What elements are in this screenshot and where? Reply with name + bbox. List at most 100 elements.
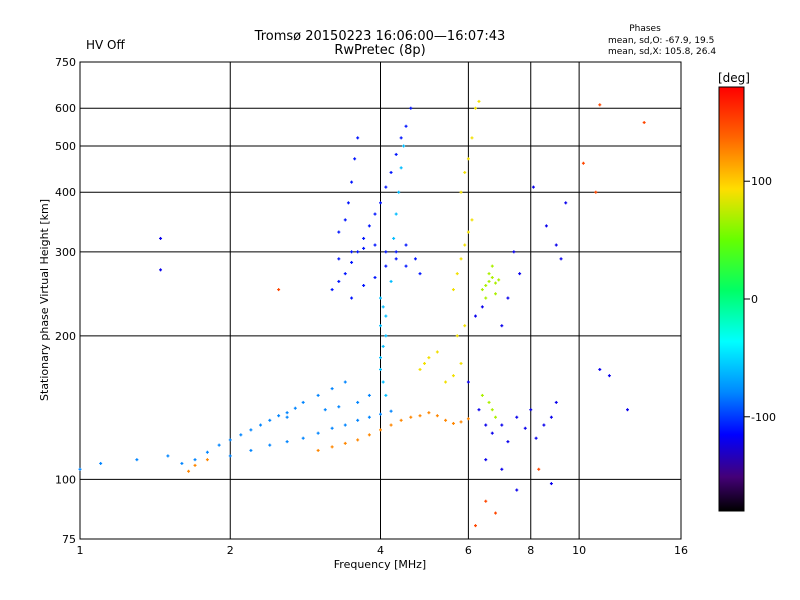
data-point — [379, 296, 382, 300]
data-point — [494, 292, 498, 296]
data-point — [337, 279, 341, 283]
data-point — [506, 296, 510, 300]
status-label: HV Off — [86, 38, 125, 52]
data-point — [487, 272, 491, 276]
data-point — [518, 272, 522, 276]
data-point — [346, 201, 350, 205]
data-point — [399, 166, 403, 170]
data-point — [337, 405, 341, 409]
data-point — [337, 230, 341, 234]
data-point — [418, 272, 422, 276]
y-axis-label: Stationary phase Virtual Height [km] — [38, 199, 51, 401]
x-axis-ticks: 1 2 4 6 8 10 16 — [77, 544, 689, 557]
data-point — [466, 157, 470, 161]
data-point — [367, 433, 371, 437]
data-point — [343, 423, 347, 427]
data-point — [389, 279, 393, 283]
phases-title: Phases — [629, 24, 661, 34]
data-point — [78, 467, 82, 471]
data-point — [515, 488, 519, 492]
data-point — [549, 482, 553, 486]
data-point — [367, 224, 371, 228]
data-point — [316, 431, 320, 435]
data-point — [384, 334, 388, 338]
data-point — [379, 356, 382, 360]
data-point — [607, 374, 611, 378]
data-point — [159, 268, 163, 272]
data-point — [480, 288, 484, 292]
data-point — [217, 443, 221, 447]
data-point — [466, 380, 470, 384]
data-point — [494, 281, 498, 285]
x-axis-label: Frequency [MHz] — [334, 558, 426, 571]
data-point — [459, 257, 463, 261]
data-point — [285, 415, 289, 419]
data-point — [444, 380, 448, 384]
data-point — [487, 400, 491, 404]
data-point — [268, 443, 272, 447]
x-tick-label: 6 — [465, 544, 472, 557]
data-point — [343, 218, 347, 222]
data-point — [373, 276, 377, 280]
data-point — [484, 296, 488, 300]
data-point — [484, 499, 488, 503]
data-point — [356, 418, 360, 422]
data-point — [473, 524, 477, 528]
data-point — [384, 393, 388, 397]
data-point — [598, 367, 602, 371]
colorbar-tick-label: 0 — [751, 293, 758, 306]
colorbar-tick-label: -100 — [751, 411, 776, 424]
data-point — [379, 324, 382, 328]
data-point — [559, 257, 563, 261]
y-tick-label: 75 — [62, 533, 76, 546]
data-point — [554, 400, 558, 404]
colorbar-tick-label: 100 — [751, 175, 772, 188]
data-point — [392, 236, 396, 240]
data-point — [180, 461, 184, 465]
data-point — [373, 243, 377, 247]
data-point — [399, 136, 403, 140]
data-point — [554, 243, 558, 247]
data-point — [356, 400, 360, 404]
data-point — [249, 448, 253, 452]
data-point — [455, 334, 459, 338]
data-point — [343, 272, 347, 276]
data-point — [277, 414, 281, 418]
x-tick-label: 4 — [377, 544, 384, 557]
x-tick-label: 1 — [77, 544, 84, 557]
data-point — [594, 190, 598, 194]
data-point — [549, 415, 553, 419]
data-point — [459, 190, 463, 194]
data-point — [418, 367, 422, 371]
data-point — [381, 380, 385, 384]
data-point — [455, 272, 459, 276]
data-point — [484, 423, 488, 427]
data-points — [78, 99, 646, 528]
x-tick-label: 8 — [527, 544, 534, 557]
data-point — [379, 412, 382, 416]
grid-lines — [80, 62, 681, 539]
data-point — [193, 458, 197, 462]
data-point — [228, 454, 232, 458]
data-point — [381, 305, 385, 309]
data-point — [506, 440, 510, 444]
data-point — [529, 408, 533, 412]
data-point — [362, 246, 366, 250]
data-point — [135, 458, 139, 462]
data-point — [394, 212, 398, 216]
x-tick-label: 10 — [572, 544, 586, 557]
data-point — [470, 136, 474, 140]
data-point — [379, 201, 382, 205]
data-point — [500, 423, 504, 427]
data-point — [409, 106, 413, 110]
data-point — [523, 426, 527, 430]
data-point — [399, 418, 403, 422]
data-point — [384, 264, 388, 268]
data-point — [418, 414, 422, 418]
data-point — [379, 428, 382, 432]
data-point — [389, 170, 393, 174]
data-point — [598, 103, 602, 107]
data-point — [193, 463, 197, 467]
data-point — [490, 408, 494, 412]
